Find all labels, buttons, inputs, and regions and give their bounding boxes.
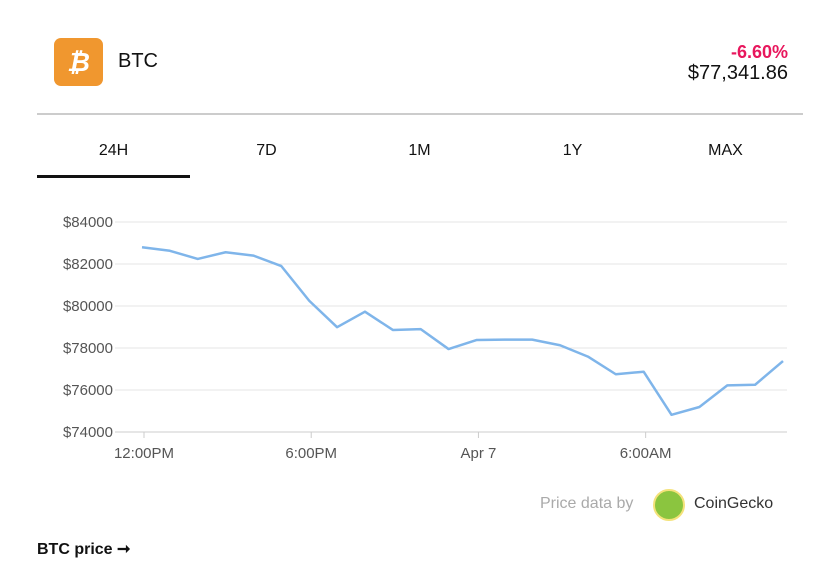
credit-text: Price data by bbox=[540, 495, 634, 512]
x-tick-label: 6:00PM bbox=[285, 445, 337, 462]
x-tick-label: Apr 7 bbox=[461, 445, 497, 462]
btc-price-link[interactable]: BTC price ➞ bbox=[37, 541, 131, 558]
x-tick-label: 6:00AM bbox=[620, 445, 672, 462]
tab-1y[interactable]: 1Y bbox=[562, 142, 583, 159]
bitcoin-logo-icon: ₿ bbox=[54, 38, 103, 86]
divider bbox=[37, 113, 803, 115]
tab-24h[interactable]: 24H bbox=[98, 142, 129, 159]
active-tab-indicator bbox=[37, 175, 190, 178]
price-change: -6.60% bbox=[730, 42, 788, 62]
tab-max[interactable]: MAX bbox=[708, 142, 743, 159]
logo-letter: ₿ bbox=[67, 46, 90, 77]
tab-1m[interactable]: 1M bbox=[408, 142, 431, 159]
x-tick-label: 12:00PM bbox=[114, 445, 174, 462]
price-chart: $74000 $76000 $78000 $80000 $82000 $84000 12:0… bbox=[63, 214, 787, 462]
current-price: $77,341.86 bbox=[687, 62, 788, 84]
coin-symbol: BTC bbox=[118, 50, 158, 72]
y-tick-label: $76000 bbox=[63, 382, 113, 399]
coingecko-name[interactable]: CoinGecko bbox=[694, 495, 774, 512]
y-tick-label: $82000 bbox=[63, 256, 113, 273]
price-line bbox=[141, 245, 784, 417]
coingecko-logo-icon[interactable] bbox=[653, 489, 685, 521]
y-tick-label: $74000 bbox=[63, 424, 113, 441]
y-tick-label: $84000 bbox=[63, 214, 113, 231]
tab-7d[interactable]: 7D bbox=[256, 142, 277, 159]
y-tick-label: $78000 bbox=[63, 340, 113, 357]
y-tick-label: $80000 bbox=[63, 298, 113, 315]
